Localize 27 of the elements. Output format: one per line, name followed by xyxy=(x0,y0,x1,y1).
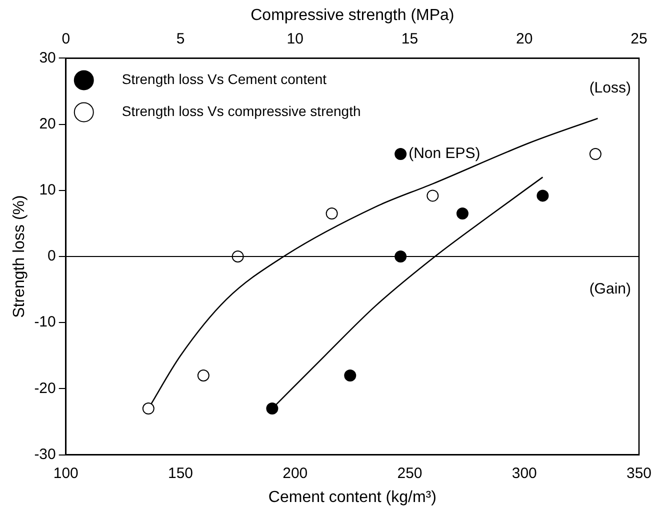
y-tick-label: 0 xyxy=(48,248,56,265)
x2-tick-label: 0 xyxy=(62,30,70,48)
annotation: (Loss) xyxy=(589,79,631,96)
x2-tick-label: 15 xyxy=(401,30,418,48)
legend-label: Strength loss Vs compressive strength xyxy=(122,103,361,120)
x2-tick-label: 10 xyxy=(286,30,304,48)
annotation: (Non EPS) xyxy=(408,145,480,162)
y-tick-label: -20 xyxy=(34,380,56,397)
x2-tick-label: 5 xyxy=(176,30,185,48)
y-axis-title: Strength loss (%) xyxy=(11,195,28,318)
x-tick-label: 350 xyxy=(626,464,652,482)
y-tick-label: 30 xyxy=(39,49,56,66)
x2-axis-title: Compressive strength (MPa) xyxy=(250,7,454,24)
y-tick-label: 10 xyxy=(39,182,56,199)
y-tick-label: 20 xyxy=(39,115,56,132)
x2-tick-label: 25 xyxy=(630,30,648,48)
y-tick-label: -10 xyxy=(34,314,56,331)
x-axis-title: Cement content (kg/m³) xyxy=(268,488,436,506)
x2-tick-label: 20 xyxy=(516,30,533,48)
legend-label: Strength loss Vs Cement content xyxy=(122,71,327,88)
x-tick-label: 150 xyxy=(168,464,194,482)
x-tick-label: 200 xyxy=(282,464,308,482)
x-tick-label: 300 xyxy=(512,464,537,482)
x-tick-label: 100 xyxy=(53,464,78,482)
annotation: (Gain) xyxy=(589,280,631,298)
y-tick-label: -30 xyxy=(34,446,56,463)
x-tick-label: 250 xyxy=(397,464,422,482)
